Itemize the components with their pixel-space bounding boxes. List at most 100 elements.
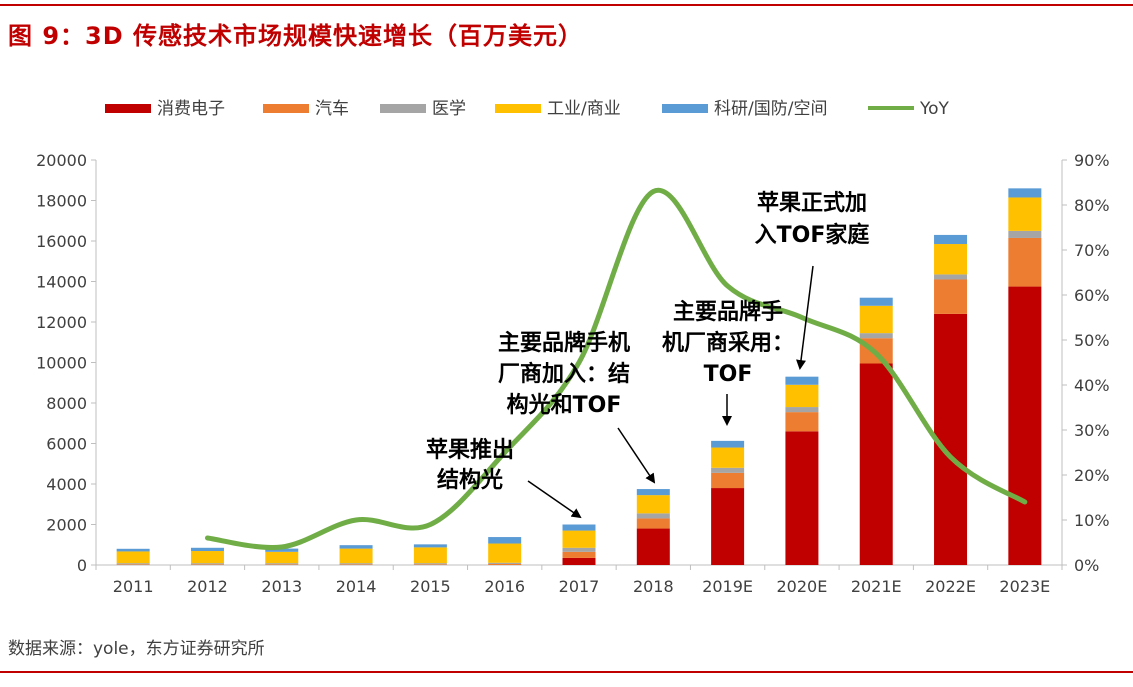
left-tick-label: 14000 xyxy=(36,273,87,292)
axes: 0 2000 4000 6000 8000 10000 12000 14000 16000 180… xyxy=(36,151,1109,596)
annotation-text: 苹果正式加 xyxy=(757,191,867,216)
bar-segment xyxy=(265,551,299,564)
legend-swatch xyxy=(495,104,541,113)
figure-title: 图 9：3D 传感技术市场规模快速增长（百万美元） xyxy=(8,22,584,50)
bar-segment xyxy=(265,563,299,565)
yoy-series-line xyxy=(204,187,1028,551)
legend-label: 工业/商业 xyxy=(547,99,621,119)
left-tick-label: 0 xyxy=(77,556,87,575)
bar-segment xyxy=(785,384,819,408)
legend-label: 汽车 xyxy=(315,99,349,119)
bar-segment xyxy=(190,564,224,565)
x-tick-label: 2022E xyxy=(925,577,976,596)
left-tick-label: 6000 xyxy=(46,435,87,454)
bar-segment xyxy=(785,376,819,385)
right-tick-label: 80% xyxy=(1074,196,1110,215)
bar-segment xyxy=(1008,237,1042,287)
bar-segment xyxy=(190,547,224,552)
legend-label: YoY xyxy=(919,99,950,119)
bar-segment xyxy=(785,431,819,565)
legend-label: 医学 xyxy=(432,99,466,119)
left-tick-label: 12000 xyxy=(36,313,87,332)
bar-segment xyxy=(1008,230,1042,238)
bar-segment xyxy=(711,488,745,565)
legend: 消费电子 汽车 医学 工业/商业 科研/国防/空间 YoY xyxy=(105,99,950,119)
stacked-bars xyxy=(116,188,1042,565)
right-tick-label: 90% xyxy=(1074,151,1110,170)
annotation-text: 机厂商采用： xyxy=(662,330,794,356)
legend-swatch xyxy=(263,104,309,113)
top-rule xyxy=(0,4,1133,6)
left-tick-label: 2000 xyxy=(46,516,87,535)
bar-segment xyxy=(116,563,150,565)
x-tick-label: 2015 xyxy=(410,577,451,596)
bar-segment xyxy=(413,547,447,564)
bar-segment xyxy=(1008,188,1042,198)
bar-segment xyxy=(859,363,893,565)
bar-segment xyxy=(562,530,596,548)
bar-segment xyxy=(934,244,968,275)
bar-segment xyxy=(636,518,670,529)
left-tick-label: 8000 xyxy=(46,394,87,413)
legend-label: 消费电子 xyxy=(157,99,225,119)
bar-segment xyxy=(562,524,596,531)
right-tick-label: 70% xyxy=(1074,241,1110,260)
bar-segment xyxy=(711,440,745,448)
annotation-arrow xyxy=(796,265,814,370)
annotation-text: 构光和TOF xyxy=(507,392,622,418)
x-tick-label: 2014 xyxy=(336,577,377,596)
annotation-text: TOF xyxy=(704,362,753,387)
bar-segment xyxy=(636,489,670,496)
bar-segment xyxy=(116,564,150,565)
bar-segment xyxy=(265,548,299,552)
annotation-text: 主要品牌手 xyxy=(673,299,783,325)
bar-segment xyxy=(1008,197,1042,231)
legend-swatch xyxy=(380,104,426,113)
bar-segment xyxy=(934,279,968,314)
left-tick-label: 16000 xyxy=(36,232,87,251)
bar-segment xyxy=(859,333,893,339)
bar-segment xyxy=(785,407,819,413)
bar-segment xyxy=(413,544,447,548)
bar-segment xyxy=(339,548,373,564)
bar-segment xyxy=(562,551,596,558)
bar-segment xyxy=(339,545,373,549)
bar-segment xyxy=(116,548,150,552)
x-tick-label: 2021E xyxy=(851,577,902,596)
annotation-text: 结构光 xyxy=(437,467,503,493)
bottom-rule xyxy=(0,671,1133,673)
bar-segment xyxy=(859,305,893,334)
right-tick-label: 10% xyxy=(1074,511,1110,530)
bar-segment xyxy=(190,563,224,565)
left-tick-label: 18000 xyxy=(36,192,87,211)
bar-segment xyxy=(488,563,522,565)
bar-segment xyxy=(265,564,299,565)
bar-segment xyxy=(636,495,670,514)
right-tick-label: 50% xyxy=(1074,331,1110,350)
source-note: 数据来源：yole，东方证券研究所 xyxy=(8,639,265,659)
right-tick-label: 30% xyxy=(1074,421,1110,440)
x-tick-label: 2019E xyxy=(702,577,753,596)
bar-segment xyxy=(934,274,968,280)
x-tick-label: 2013 xyxy=(261,577,302,596)
bar-segment xyxy=(934,313,968,565)
annotation-text: 厂商加入：结 xyxy=(498,361,630,387)
bar-segment xyxy=(562,557,596,565)
right-tick-label: 0% xyxy=(1074,556,1099,575)
x-tick-label: 2023E xyxy=(999,577,1050,596)
x-tick-label: 2012 xyxy=(187,577,228,596)
bar-segment xyxy=(711,447,745,468)
bar-segment xyxy=(488,543,522,563)
annotation-arrow xyxy=(617,427,656,484)
bar-segment xyxy=(636,528,670,565)
yoy-line xyxy=(204,187,1028,551)
bar-segment xyxy=(339,563,373,565)
right-tick-label: 40% xyxy=(1074,376,1110,395)
right-tick-label: 60% xyxy=(1074,286,1110,305)
bar-segment xyxy=(190,551,224,564)
